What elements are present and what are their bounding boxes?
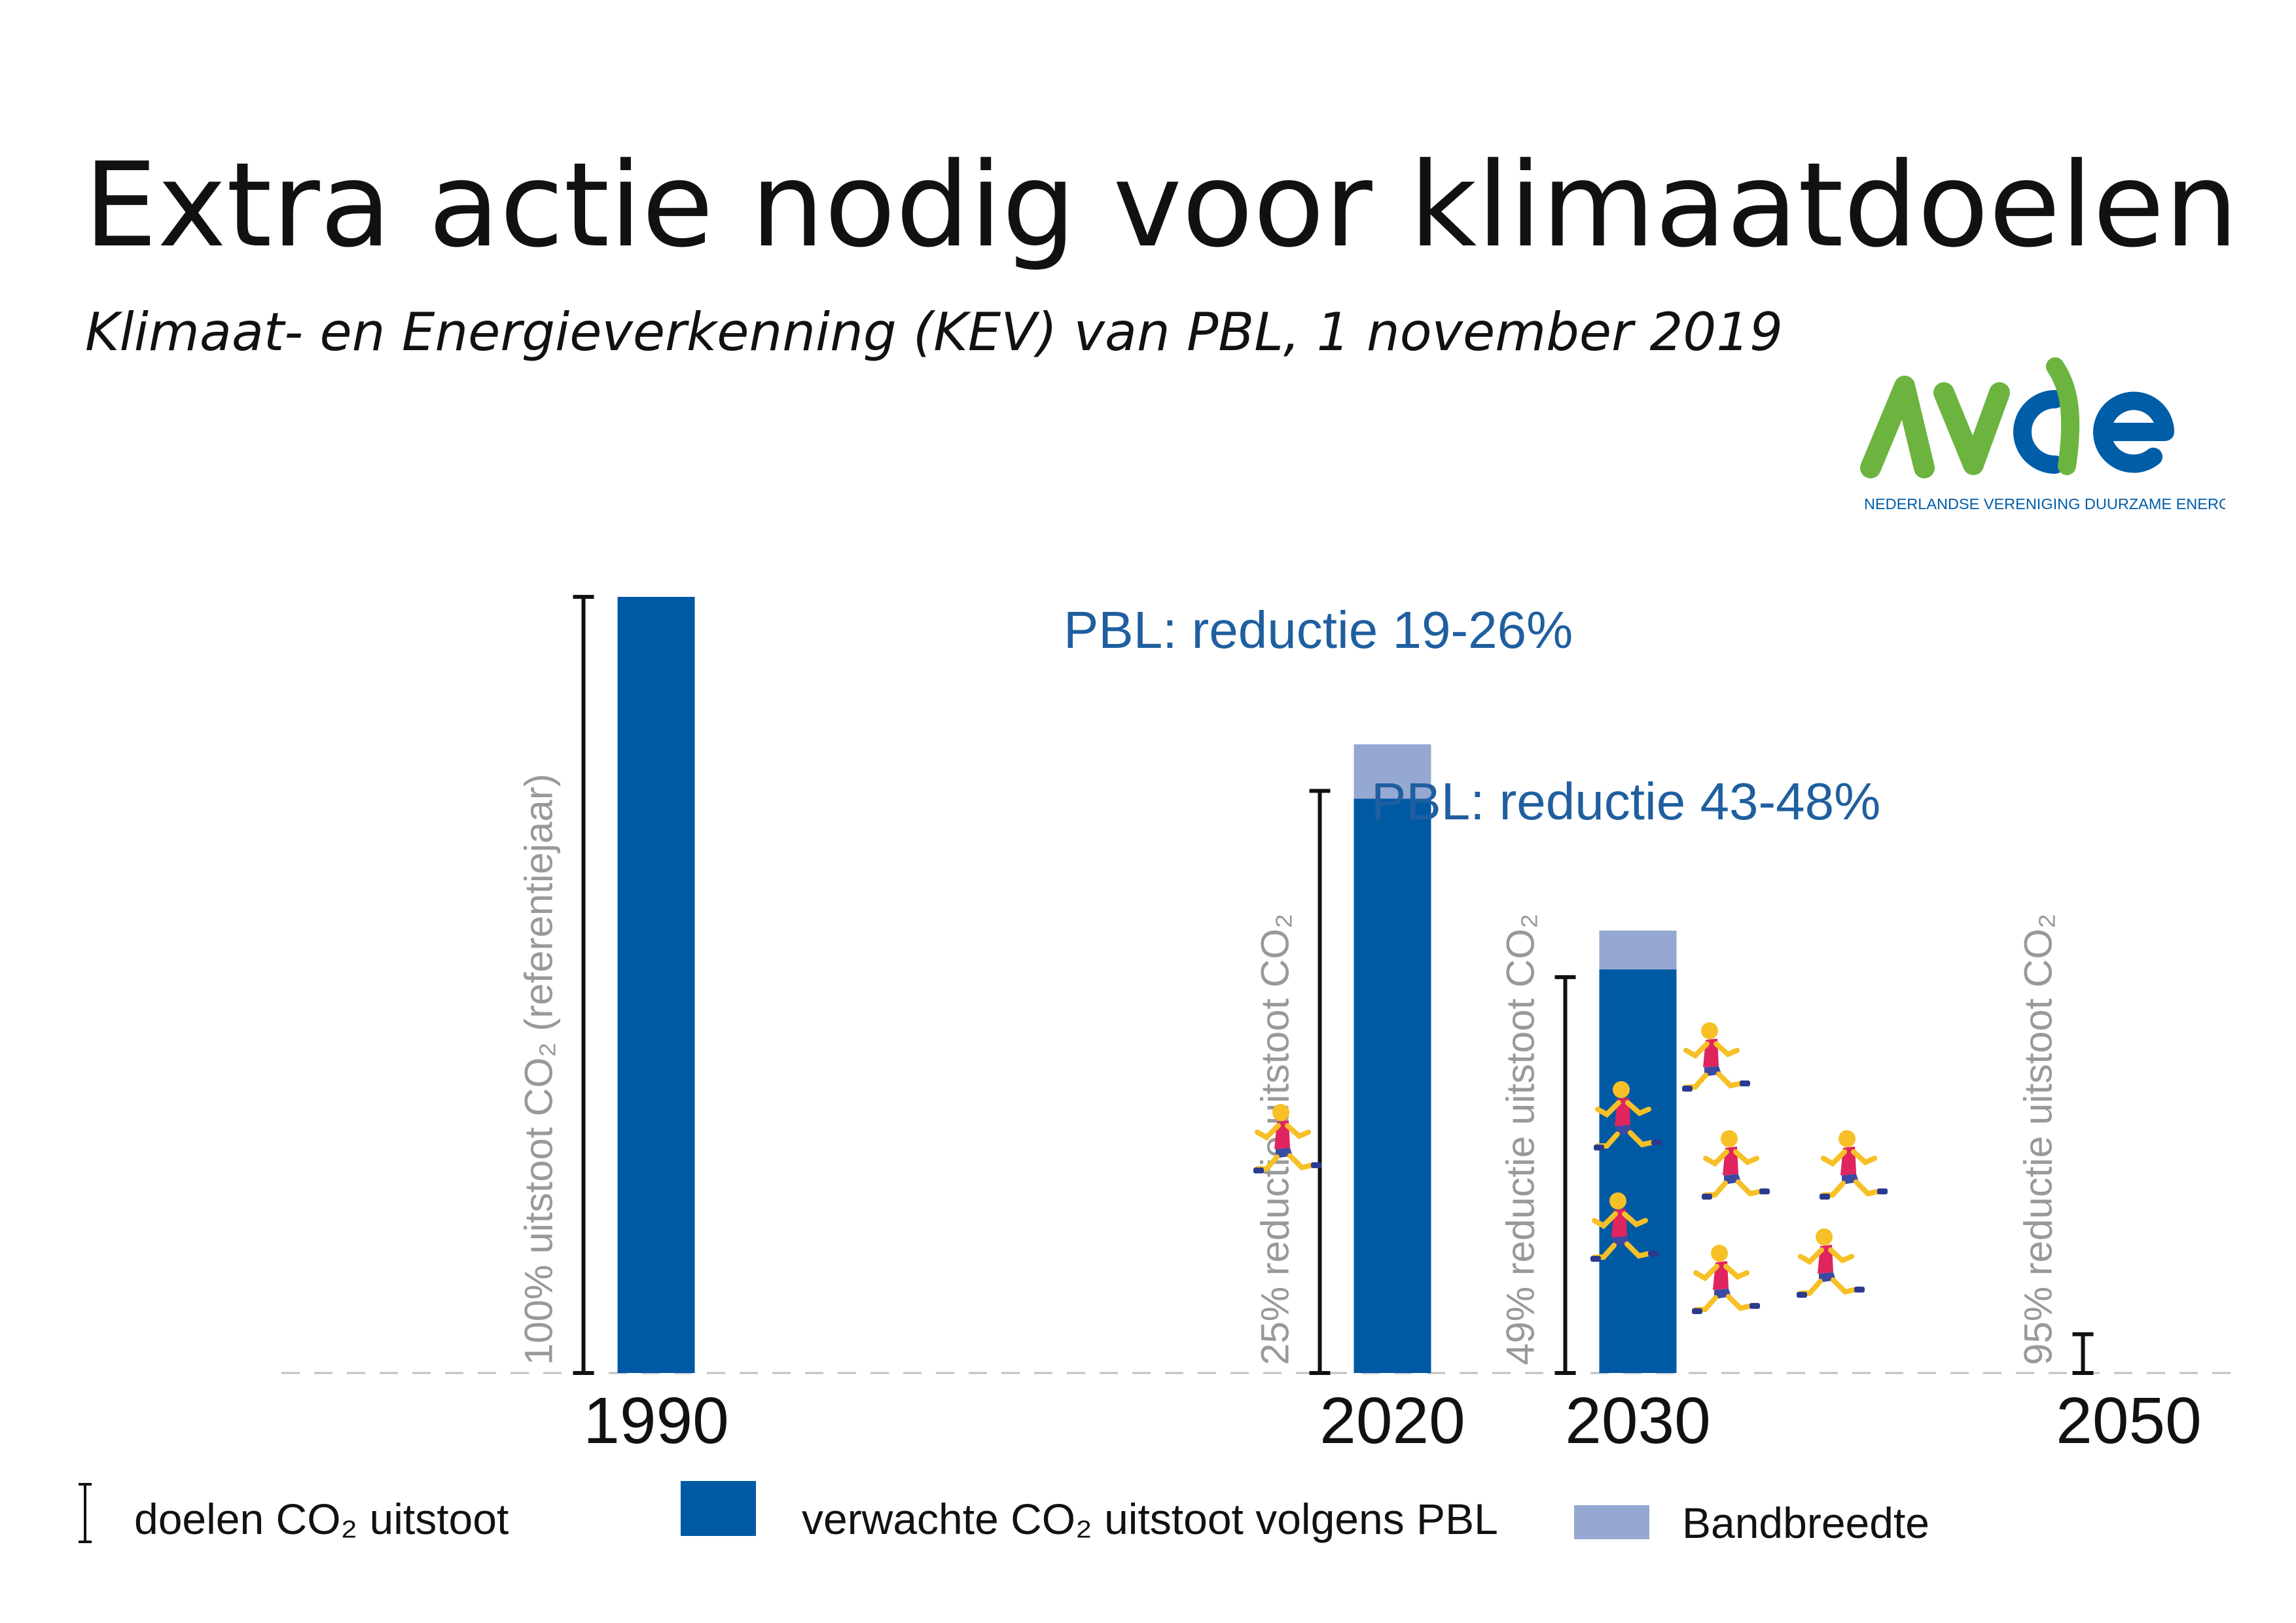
legend-band-label: Bandbreedte	[1682, 1499, 1929, 1547]
legend-expected-swatch	[681, 1481, 756, 1536]
vertical-label-2030: 49% reductie uitstoot CO₂	[1499, 914, 1543, 1365]
vertical-label-2020: 25% reductie uitstoot CO₂	[1253, 914, 1297, 1365]
nvde-logo: NEDERLANDSE VERENIGING DUURZAME ENERGIE	[1860, 357, 2225, 512]
chart-title: Extra actie nodig voor klimaatdoelen	[84, 137, 2238, 273]
year-label-2030: 2030	[1565, 1384, 1710, 1457]
vertical-label-1990: 100% uitstoot CO₂ (referentiejaar)	[517, 774, 561, 1365]
runner-icon-4	[1702, 1130, 1770, 1200]
logo-mark	[1860, 357, 2174, 478]
legend-expected-label: verwachte CO₂ uitstoot volgens PBL	[802, 1495, 1498, 1543]
annotation-2020: PBL: reductie 19-26%	[1064, 601, 1573, 659]
legend-target-label: doelen CO₂ uitstoot	[134, 1495, 509, 1543]
runner-icon-8	[1797, 1228, 1865, 1298]
runner-icon-9	[1820, 1130, 1888, 1200]
year-label-1990: 1990	[583, 1384, 728, 1457]
expected-bar-1990	[617, 597, 695, 1373]
year-label-2050: 2050	[2056, 1384, 2201, 1457]
runner-icon-7	[1692, 1245, 1760, 1314]
expected-bar-2030	[1599, 969, 1677, 1373]
expected-bar-2020	[1354, 798, 1431, 1373]
annotation-2030: PBL: reductie 43-48%	[1371, 772, 1880, 830]
runner-icon-1	[1253, 1104, 1321, 1173]
vertical-label-2050: 95% reductie uitstoot CO₂	[2017, 914, 2060, 1365]
runner-icon-6	[1590, 1192, 1659, 1262]
runner-icon-2	[1682, 1022, 1750, 1092]
year-label-2020: 2020	[1319, 1384, 1465, 1457]
logo-tagline: NEDERLANDSE VERENIGING DUURZAME ENERGIE	[1864, 495, 2225, 512]
legend-band-swatch	[1574, 1505, 1649, 1539]
chart-subtitle: Klimaat- en Energieverkenning (KEV) van …	[85, 302, 1784, 363]
band-bar-2030	[1599, 930, 1677, 970]
band-bar-2020	[1354, 744, 1431, 799]
runner-icon-3	[1594, 1081, 1662, 1150]
